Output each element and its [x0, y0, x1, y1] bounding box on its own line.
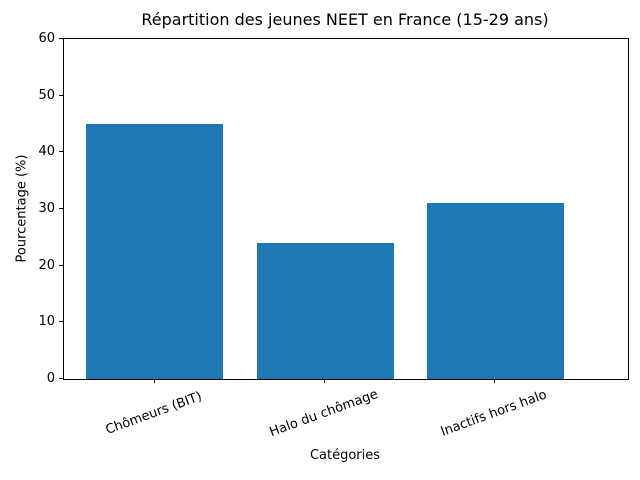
bar — [86, 124, 224, 379]
y-tick-mark — [59, 151, 63, 153]
x-axis-label: Catégories — [309, 448, 381, 463]
y-tick-mark — [59, 321, 63, 323]
bar — [426, 203, 564, 379]
x-tick-mark — [153, 379, 155, 383]
y-tick-mark — [59, 208, 63, 209]
y-tick-mark — [59, 38, 63, 39]
plot-area — [63, 38, 629, 380]
y-tick-label: 40 — [38, 144, 55, 160]
y-tick-label: 30 — [38, 201, 55, 216]
bar — [256, 243, 394, 379]
y-tick-mark — [59, 94, 63, 96]
y-tick-label: 0 — [46, 371, 55, 386]
chart-title: Répartition des jeunes NEET en France (1… — [141, 10, 549, 29]
y-tick-label: 60 — [38, 31, 55, 46]
y-tick-mark — [59, 264, 63, 266]
y-tick-mark — [59, 378, 63, 379]
x-tick-mark — [494, 379, 496, 383]
y-tick-label: 50 — [38, 87, 55, 103]
y-tick-label: 10 — [38, 314, 55, 330]
y-tick-label: 20 — [38, 257, 55, 273]
x-tick-mark — [324, 379, 325, 383]
